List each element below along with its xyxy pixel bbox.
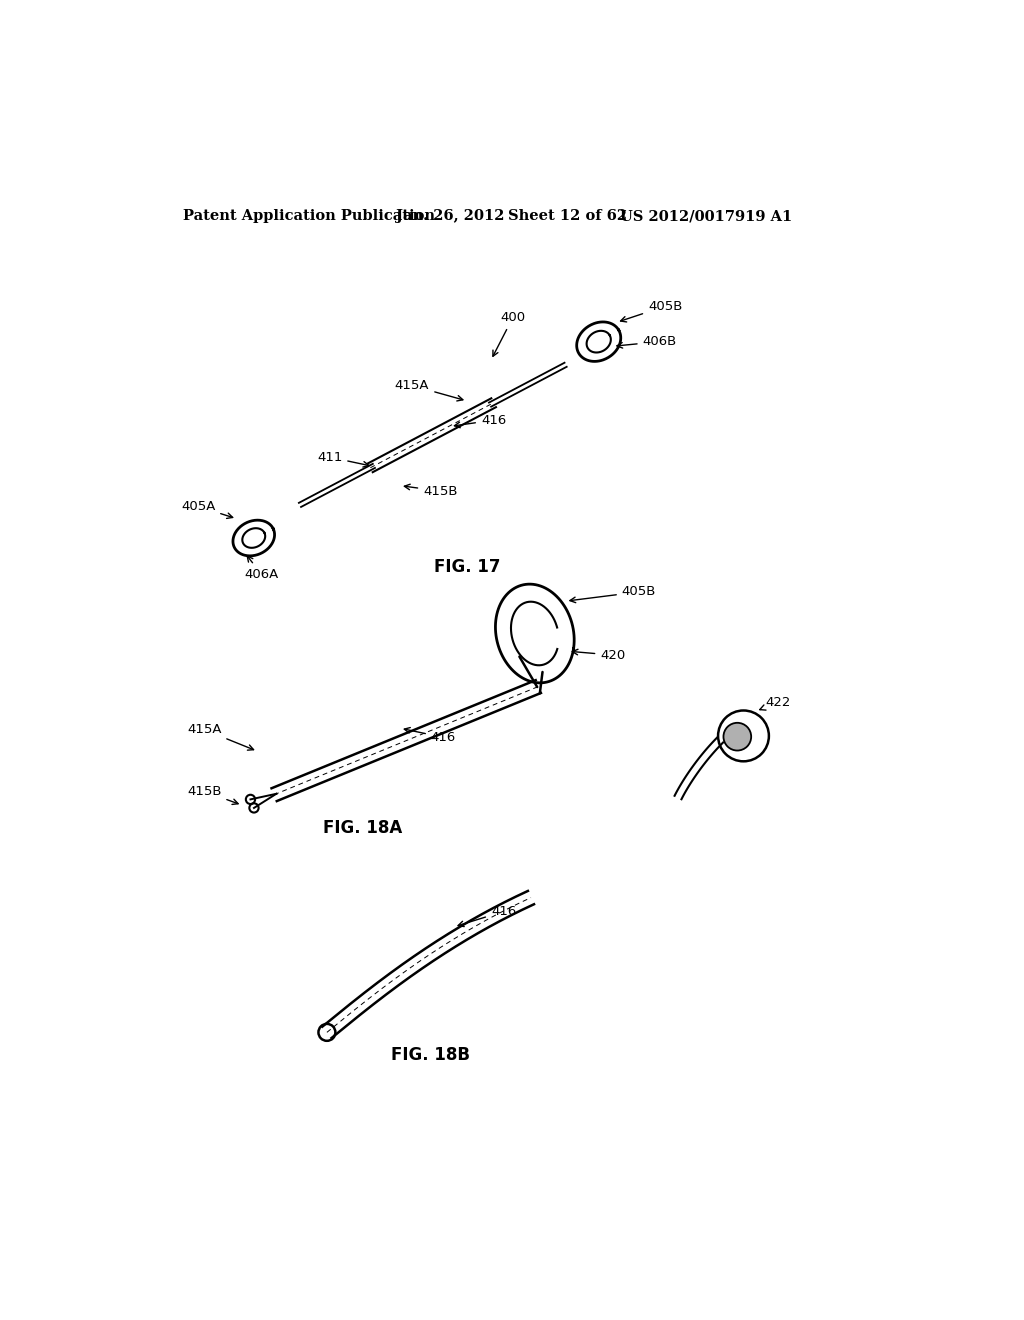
- Text: 411: 411: [317, 450, 369, 467]
- Text: 416: 416: [455, 413, 506, 428]
- Circle shape: [724, 723, 752, 751]
- Text: 416: 416: [458, 906, 516, 927]
- Text: 415B: 415B: [187, 785, 239, 804]
- Text: 405B: 405B: [570, 585, 656, 603]
- Text: 415A: 415A: [187, 723, 254, 750]
- Text: Jan. 26, 2012: Jan. 26, 2012: [396, 209, 505, 223]
- Text: 420: 420: [572, 648, 626, 661]
- Text: FIG. 17: FIG. 17: [434, 557, 501, 576]
- Text: US 2012/0017919 A1: US 2012/0017919 A1: [621, 209, 793, 223]
- Text: 422: 422: [760, 696, 792, 710]
- Text: 405A: 405A: [181, 500, 232, 519]
- Text: FIG. 18A: FIG. 18A: [324, 820, 402, 837]
- Text: 415A: 415A: [395, 379, 463, 401]
- Text: 406B: 406B: [616, 335, 677, 348]
- Text: Sheet 12 of 62: Sheet 12 of 62: [508, 209, 627, 223]
- Text: 416: 416: [404, 727, 456, 744]
- Text: 405B: 405B: [621, 300, 682, 322]
- Text: FIG. 18B: FIG. 18B: [391, 1047, 470, 1064]
- Text: Patent Application Publication: Patent Application Publication: [183, 209, 435, 223]
- Text: 415B: 415B: [404, 484, 458, 498]
- Text: 400: 400: [493, 312, 525, 356]
- Text: 406A: 406A: [245, 556, 279, 581]
